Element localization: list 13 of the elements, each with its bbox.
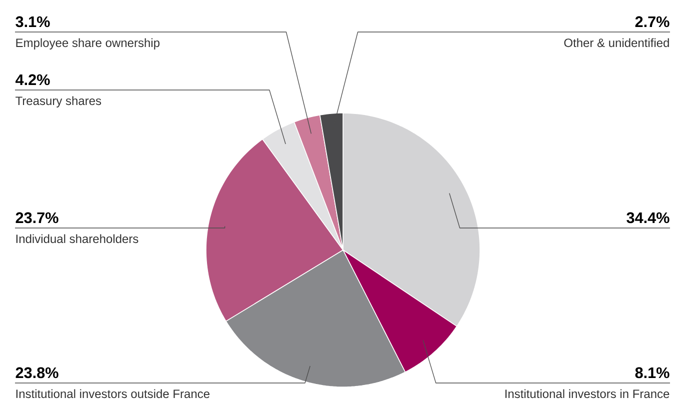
data-label: 2.7% xyxy=(635,16,670,28)
slice-label: Treasury shares xyxy=(16,96,102,108)
data-label: 8.1% xyxy=(635,367,670,378)
data-label: 3.1% xyxy=(16,16,50,28)
slice-label: Employee share ownership xyxy=(16,38,160,50)
data-label: 23.7% xyxy=(16,212,58,224)
data-label: 4.2% xyxy=(16,74,50,86)
data-label: 34.4% xyxy=(626,212,670,224)
slice-label: Institutional investors in France xyxy=(505,389,670,398)
slice-label: Other & unidentified xyxy=(564,38,669,48)
slice-label: Institutional investors outside France xyxy=(16,389,210,398)
data-label: 23.8% xyxy=(16,367,58,378)
slice-label: Individual shareholders xyxy=(16,234,138,244)
